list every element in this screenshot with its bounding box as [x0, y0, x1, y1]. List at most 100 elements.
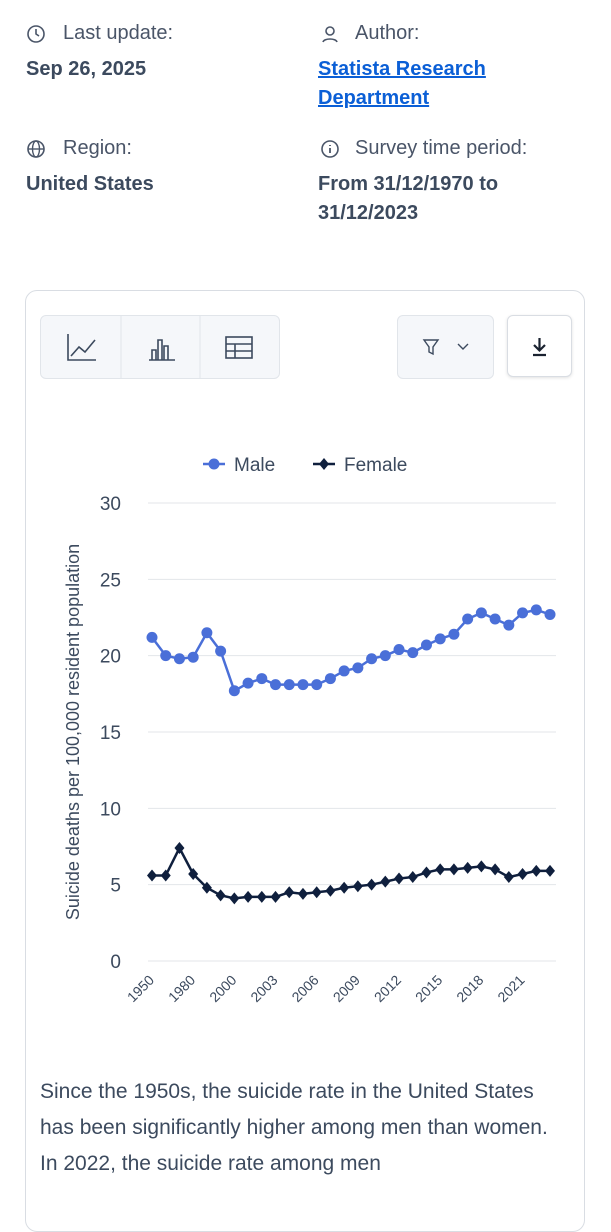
chart-type-group: [40, 315, 280, 379]
x-tick-label: 2012: [371, 972, 404, 1005]
data-point: [517, 607, 529, 619]
data-point: [530, 604, 542, 616]
data-point: [284, 886, 295, 899]
data-point: [188, 867, 199, 880]
data-point: [475, 607, 487, 619]
data-point: [160, 869, 171, 882]
x-tick-label: 1980: [165, 972, 198, 1005]
data-point: [325, 884, 336, 897]
data-point: [531, 864, 542, 877]
data-point: [379, 650, 391, 662]
data-point: [270, 679, 282, 691]
data-point: [147, 869, 157, 882]
data-point: [503, 619, 515, 631]
data-point: [380, 875, 391, 888]
data-point: [297, 887, 308, 900]
data-point: [201, 627, 213, 639]
data-point: [517, 867, 528, 880]
data-point: [352, 880, 363, 893]
y-tick-label: 30: [100, 494, 121, 515]
label: Author:: [355, 22, 420, 44]
data-point: [476, 860, 487, 873]
y-tick-label: 20: [100, 647, 121, 668]
user-icon: [322, 26, 338, 43]
data-point: [242, 677, 254, 689]
data-point: [283, 679, 295, 691]
label: Survey time period:: [355, 137, 528, 159]
x-tick-label: 2021: [494, 972, 527, 1005]
data-point: [490, 863, 501, 876]
value: From 31/12/1970 to 31/12/2023: [318, 173, 499, 224]
legend-label: Female: [344, 455, 407, 476]
data-point: [394, 872, 405, 885]
data-point: [311, 886, 322, 899]
data-point: [187, 651, 199, 663]
data-point: [174, 842, 185, 855]
data-point: [324, 673, 336, 685]
data-point: [544, 608, 556, 620]
value: Sep 26, 2025: [26, 58, 147, 80]
data-point: [201, 881, 212, 894]
data-point: [407, 871, 418, 884]
chart: 0 5 10 15 20 25 30 Suicide deaths per 100,000 r…: [63, 455, 556, 1005]
y-tick-label: 5: [110, 876, 121, 897]
x-tick-label: 2015: [412, 972, 445, 1005]
label: Last update:: [63, 22, 174, 44]
y-tick-label: 25: [100, 570, 121, 591]
data-point: [352, 662, 364, 674]
data-point: [146, 631, 158, 643]
chart-type-icons: [67, 316, 253, 378]
page: Last update: Sep 26, 2025 Author: Statis…: [25, 22, 585, 1232]
x-tick-label: 2009: [330, 972, 363, 1005]
series-line: [150, 608, 551, 693]
x-tick-label: 2000: [206, 972, 239, 1005]
info-icon: [321, 140, 339, 158]
data-point: [338, 665, 350, 677]
data-point: [160, 650, 172, 662]
data-point: [366, 878, 377, 891]
value: United States: [26, 173, 154, 195]
data-point: [297, 679, 309, 691]
x-tick-label: 1950: [124, 972, 157, 1005]
data-point: [339, 881, 350, 894]
data-point: [243, 890, 254, 903]
data-point: [420, 639, 432, 651]
label: Region:: [63, 137, 132, 159]
legend-marker: [208, 458, 220, 470]
download-button[interactable]: [507, 315, 572, 377]
data-point: [393, 644, 405, 656]
data-point: [256, 890, 267, 903]
y-tick-label: 10: [100, 799, 121, 820]
x-tick-label: 2018: [453, 972, 486, 1005]
y-tick-label: 15: [100, 723, 121, 744]
data-point: [407, 647, 419, 659]
data-point: [229, 892, 240, 905]
clock-icon: [27, 25, 45, 43]
data-point: [173, 653, 185, 665]
data-point: [462, 613, 474, 625]
legend-label: Male: [234, 455, 275, 476]
data-point: [366, 653, 378, 665]
data-point: [434, 633, 446, 645]
download-icon: [533, 338, 546, 357]
filter-button[interactable]: [397, 315, 494, 379]
data-point: [489, 613, 501, 625]
description: Since the 1950s, the suicide rate in the…: [40, 1080, 548, 1175]
data-point: [270, 890, 281, 903]
globe-icon: [27, 140, 45, 158]
x-tick-label: 2003: [247, 972, 280, 1005]
data-point: [215, 645, 227, 657]
filter-icon: [422, 339, 469, 356]
data-point: [215, 889, 226, 902]
y-axis-title: Suicide deaths per 100,000 resident popu…: [63, 544, 83, 920]
data-point: [503, 871, 514, 884]
data-point: [545, 864, 555, 877]
data-point: [421, 866, 432, 879]
y-tick-label: 0: [110, 952, 121, 973]
data-point: [228, 685, 240, 697]
data-point: [435, 863, 446, 876]
data-point: [311, 679, 323, 691]
series-line: [152, 845, 550, 900]
data-point: [448, 628, 460, 640]
author-link[interactable]: Statista Research Department: [318, 58, 486, 109]
